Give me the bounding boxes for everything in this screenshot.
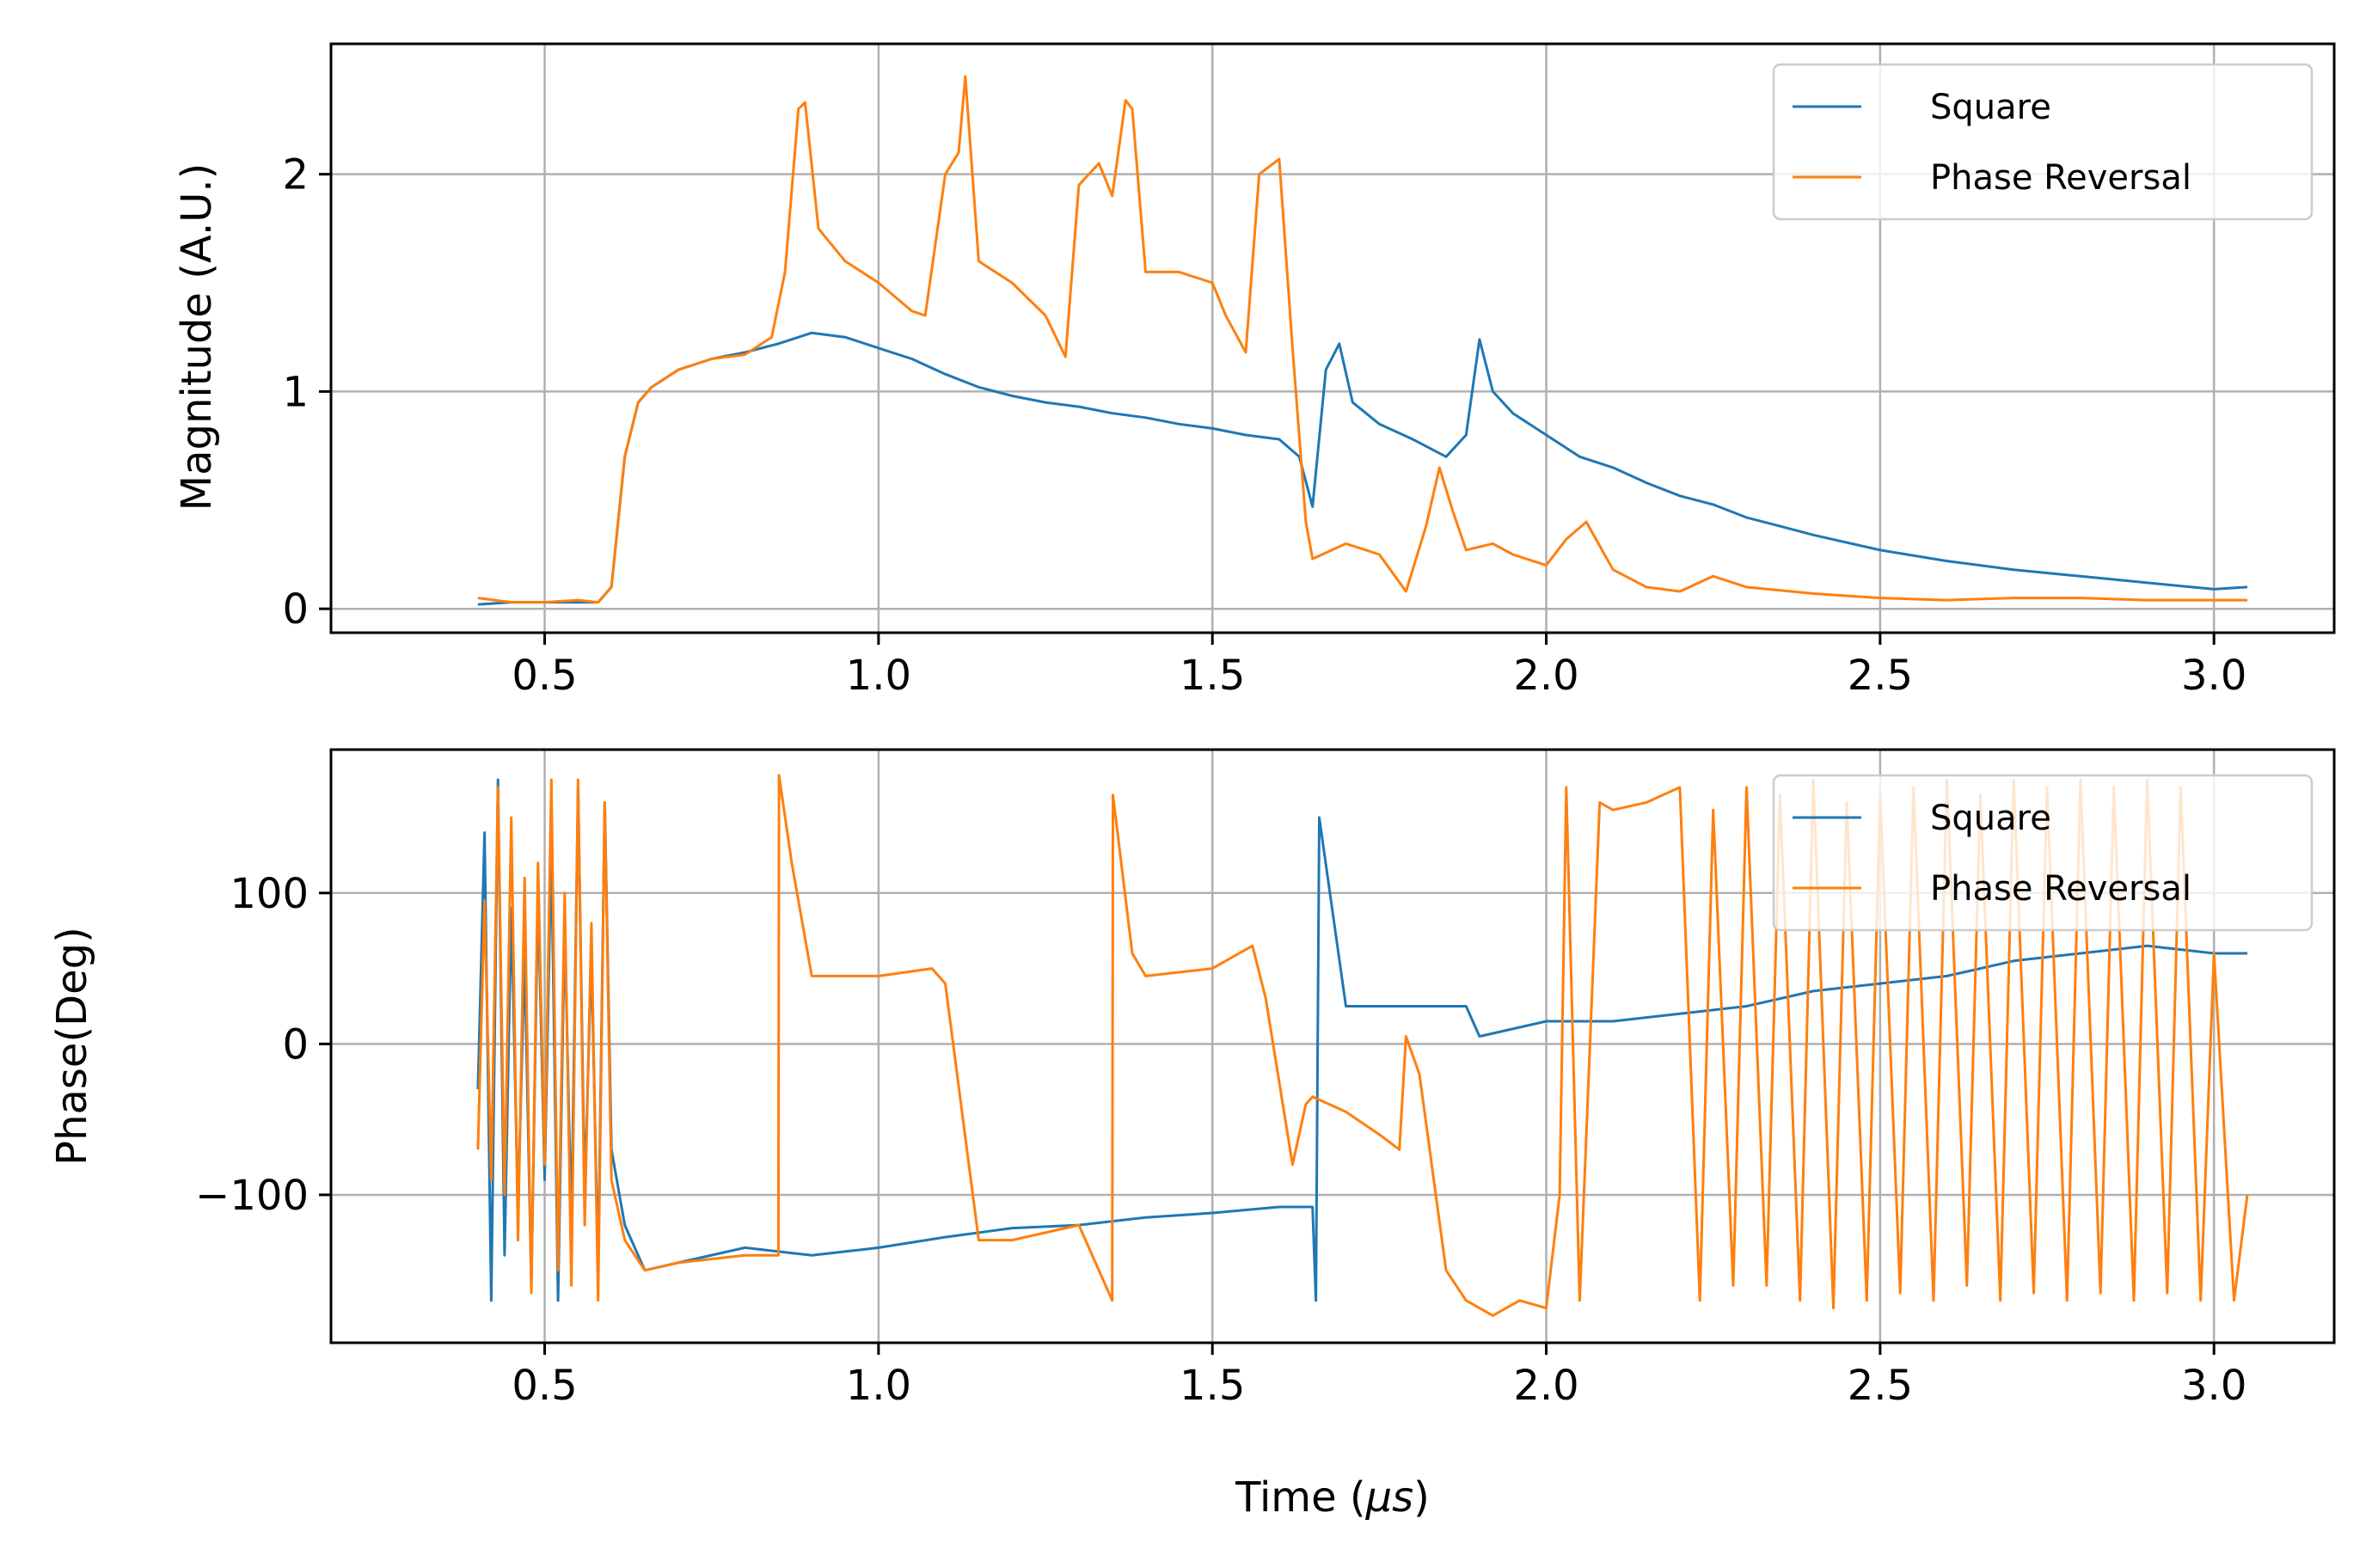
legend-square-label: Square <box>1930 799 2051 838</box>
magnitude-panel: 0.5 1.0 1.5 2.0 2.5 3.0 0 1 2 Magnitude (A.U.) S… <box>173 42 2336 700</box>
y-tick-label: 2 <box>282 151 309 199</box>
legend: Square Phase Reversal <box>1772 63 2314 221</box>
x-tick-label: 1.0 <box>846 652 911 700</box>
y-tick-label: 100 <box>230 870 309 918</box>
x-tick-label: 1.5 <box>1180 652 1245 700</box>
y-axis-label: Phase(Deg) <box>48 927 96 1166</box>
legend: Square Phase Reversal <box>1772 774 2314 932</box>
x-axis-label: Time (μs) <box>1235 1473 1430 1522</box>
x-tick-label: 1.0 <box>846 1362 911 1410</box>
series-line-square <box>477 331 2248 606</box>
x-tick-label: 0.5 <box>512 652 577 700</box>
legend-box <box>1772 63 2314 221</box>
y-tick-label: 0 <box>282 1020 309 1069</box>
x-tick-label: 2.5 <box>1848 1362 1913 1410</box>
y-axis-label: Magnitude (A.U.) <box>173 163 221 511</box>
ticks: 0.5 1.0 1.5 2.0 2.5 3.0 100 0 −100 <box>195 870 2246 1410</box>
x-tick-label: 1.5 <box>1180 1362 1245 1410</box>
x-tick-label: 2.0 <box>1513 1362 1578 1410</box>
axes-frame <box>329 42 2336 634</box>
y-tick-label: 1 <box>282 368 309 416</box>
x-tick-label: 3.0 <box>2181 1362 2246 1410</box>
ticks: 0.5 1.0 1.5 2.0 2.5 3.0 0 1 2 <box>282 151 2246 700</box>
y-tick-label: −100 <box>195 1172 309 1220</box>
phase-panel: 0.5 1.0 1.5 2.0 2.5 3.0 100 0 −100 Phase(Deg) Ti… <box>48 748 2336 1522</box>
legend-phase-label: Phase Reversal <box>1930 158 2191 198</box>
x-tick-label: 0.5 <box>512 1362 577 1410</box>
legend-phase-label: Phase Reversal <box>1930 869 2191 909</box>
x-tick-label: 2.5 <box>1848 652 1913 700</box>
x-tick-label: 2.0 <box>1513 652 1578 700</box>
legend-box <box>1772 774 2314 932</box>
legend-square-label: Square <box>1930 88 2051 127</box>
x-tick-label: 3.0 <box>2181 652 2246 700</box>
series-line-phase-reversal <box>477 75 2247 604</box>
y-tick-label: 0 <box>282 585 309 634</box>
series-group <box>477 75 2248 606</box>
axes-frame <box>329 748 2336 1344</box>
